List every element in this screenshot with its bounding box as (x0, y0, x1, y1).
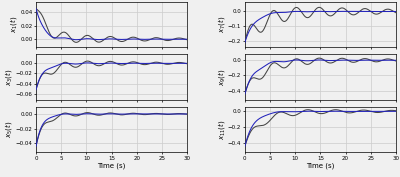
X-axis label: Time (s): Time (s) (306, 162, 334, 169)
X-axis label: Time (s): Time (s) (98, 162, 126, 169)
Y-axis label: $x_5(t)$: $x_5(t)$ (3, 121, 14, 138)
Y-axis label: $x_7(t)$: $x_7(t)$ (216, 16, 226, 33)
Y-axis label: $x_3(t)$: $x_3(t)$ (3, 68, 14, 86)
Y-axis label: $x_1(t)$: $x_1(t)$ (8, 16, 19, 33)
Y-axis label: $x_{11}(t)$: $x_{11}(t)$ (216, 119, 226, 140)
Y-axis label: $x_9(t)$: $x_9(t)$ (216, 68, 226, 86)
